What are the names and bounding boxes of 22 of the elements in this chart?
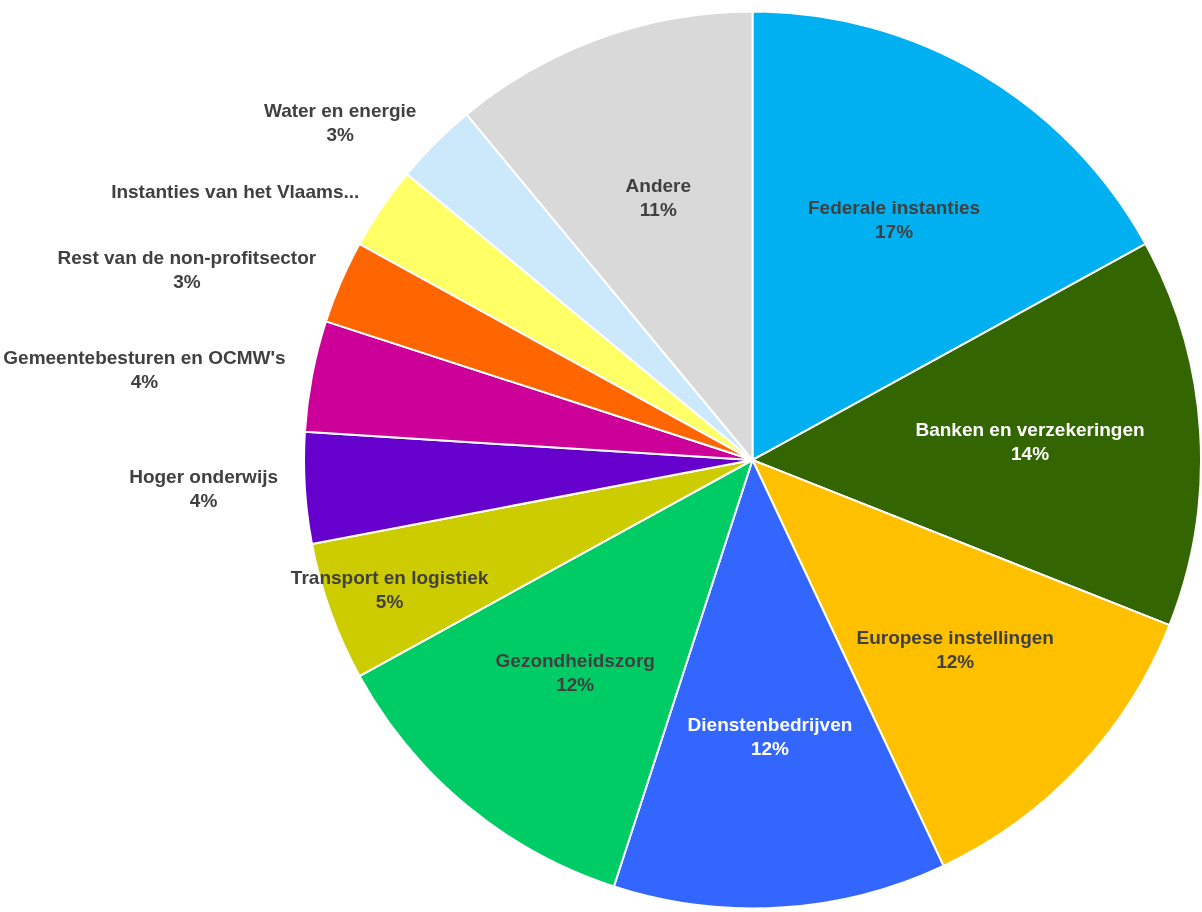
data-label: 11% [639, 198, 677, 220]
slice-label: Dienstenbedrijven [687, 713, 853, 735]
data-label: 17% [875, 220, 914, 242]
data-label: 3% [173, 271, 201, 293]
data-label: 5% [375, 590, 404, 612]
data-label: 12% [556, 674, 595, 696]
slice-label: Water en energie [263, 100, 417, 122]
data-label: 12% [750, 737, 790, 759]
slice-label: Andere [625, 174, 692, 196]
slice-label: Europese instellingen [856, 626, 1054, 648]
data-label: 12% [936, 650, 975, 672]
data-label: 14% [1011, 442, 1050, 464]
slice-label: Gemeentebesturen en OCMW's [3, 347, 286, 369]
slice-label: Hoger onderwijs [129, 466, 279, 488]
slice-label: Rest van de non-profitsector [57, 247, 317, 269]
slice-label: Instanties van het Vlaams... [111, 181, 360, 203]
slice-label: Banken en verzekeringen [915, 418, 1145, 440]
data-label: 3% [326, 124, 354, 146]
slice-label: Gezondheidszorg [495, 650, 655, 672]
data-label: 4% [189, 490, 218, 512]
data-label: 4% [130, 371, 159, 393]
slice-label: Federale instanties [807, 196, 981, 218]
